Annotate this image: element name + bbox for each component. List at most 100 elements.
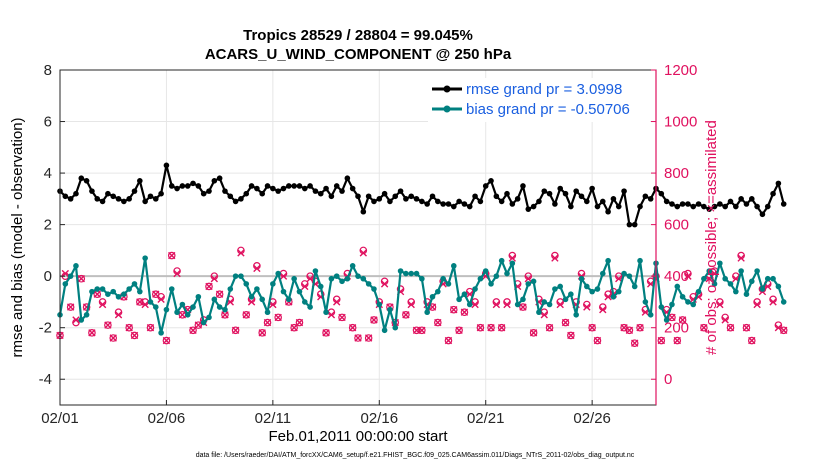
bias-point bbox=[349, 263, 356, 269]
obs-assimilated-marker bbox=[162, 336, 171, 345]
obs-assimilated-marker bbox=[471, 300, 479, 309]
bias-point bbox=[259, 296, 266, 303]
y-left-tick-label: 4 bbox=[44, 165, 52, 182]
rmse-point bbox=[450, 203, 457, 210]
bias-point bbox=[520, 296, 526, 303]
obs-assimilated-marker bbox=[333, 298, 341, 306]
bias-point bbox=[312, 268, 319, 274]
rmse-point bbox=[520, 183, 526, 189]
rmse-point bbox=[435, 198, 441, 205]
rmse-point bbox=[307, 183, 313, 189]
y-left-tick-label: -2 bbox=[39, 320, 52, 337]
bias-point bbox=[711, 281, 718, 287]
rmse-point bbox=[349, 185, 356, 192]
rmse-point bbox=[243, 190, 250, 197]
bias-point bbox=[429, 293, 436, 300]
obs-possible-marker bbox=[529, 329, 538, 337]
obs-possible-marker bbox=[630, 339, 639, 347]
obs-assimilated-marker bbox=[338, 313, 346, 322]
rmse-point bbox=[466, 203, 473, 210]
rmse-point bbox=[397, 188, 404, 194]
rmse-point bbox=[456, 198, 462, 205]
obs-assimilated-marker bbox=[104, 321, 112, 329]
bias-point bbox=[594, 286, 601, 292]
rmse-point bbox=[195, 183, 202, 189]
bias-point bbox=[216, 304, 223, 310]
obs-assimilated-marker bbox=[327, 311, 336, 319]
obs-assimilated-marker bbox=[769, 298, 777, 306]
rmse-point bbox=[536, 198, 542, 205]
rmse-point bbox=[94, 196, 101, 202]
obs-possible-marker bbox=[125, 323, 133, 332]
rmse-point bbox=[174, 185, 180, 192]
bias-point bbox=[206, 314, 212, 321]
obs-possible-marker bbox=[519, 303, 527, 311]
bias-point bbox=[126, 286, 132, 292]
obs-assimilated-marker bbox=[641, 308, 650, 316]
bias-point bbox=[419, 275, 425, 282]
obs-assimilated-marker bbox=[364, 334, 373, 342]
obs-assimilated-marker bbox=[98, 300, 107, 309]
rmse-point bbox=[594, 203, 601, 210]
rmse-point bbox=[355, 193, 361, 200]
obs-assimilated-marker bbox=[279, 272, 288, 280]
bias-point bbox=[270, 281, 276, 287]
bias-point bbox=[424, 309, 430, 316]
bias-point bbox=[669, 301, 675, 308]
rmse-point bbox=[754, 203, 760, 210]
rmse-point bbox=[780, 201, 787, 207]
obs-possible-marker bbox=[189, 326, 197, 335]
rmse-point bbox=[270, 185, 276, 192]
rmse-point bbox=[264, 183, 271, 189]
obs-possible-marker bbox=[295, 318, 304, 327]
bias-point bbox=[663, 317, 670, 323]
bias-point bbox=[717, 260, 723, 267]
bias-point bbox=[541, 299, 548, 305]
y-left-tick-label: -4 bbox=[39, 371, 52, 388]
rmse-point bbox=[163, 162, 170, 169]
rmse-point bbox=[541, 188, 548, 194]
data-file-footer: data file: /Users/raeder/DAI/ATM_forcXX/… bbox=[195, 452, 635, 459]
obs-possible-marker bbox=[290, 323, 298, 332]
rmse-point bbox=[254, 185, 260, 192]
bias-point bbox=[413, 270, 420, 277]
rmse-point bbox=[631, 221, 638, 228]
bias-point bbox=[222, 306, 228, 313]
rmse-point bbox=[280, 185, 287, 192]
rmse-point bbox=[323, 185, 329, 192]
rmse-point bbox=[669, 201, 675, 207]
chart-title-line-2: ACARS_U_WIND_COMPONENT @ 250 hPa bbox=[204, 46, 512, 63]
rmse-point bbox=[238, 196, 244, 202]
rmse-point bbox=[344, 175, 351, 182]
obs-assimilated-marker bbox=[231, 326, 240, 334]
bias-point bbox=[461, 291, 468, 297]
obs-assimilated-marker bbox=[503, 300, 511, 309]
rmse-point bbox=[546, 190, 553, 197]
x-axis-label: Feb.01,2011 00:00:00 start bbox=[268, 428, 448, 445]
bias-point bbox=[339, 278, 345, 285]
bias-point bbox=[493, 273, 500, 279]
bias-point bbox=[509, 260, 516, 267]
legend: rmse grand pr = 3.0998 bias grand pr = -… bbox=[428, 78, 650, 122]
rmse-point bbox=[674, 203, 681, 210]
bias-point bbox=[466, 301, 473, 308]
bias-point bbox=[701, 275, 707, 282]
rmse-point bbox=[615, 203, 622, 210]
obs-assimilated-marker bbox=[194, 321, 203, 329]
obs-possible-marker bbox=[348, 323, 357, 332]
bias-point bbox=[317, 283, 324, 290]
obs-possible-marker bbox=[354, 334, 362, 342]
obs-possible-marker bbox=[215, 290, 224, 298]
rmse-point bbox=[493, 193, 500, 200]
rmse-point bbox=[429, 193, 436, 200]
obs-assimilated-marker bbox=[748, 336, 756, 345]
obs-assimilated-marker bbox=[130, 331, 139, 340]
rmse-point bbox=[727, 198, 734, 205]
obs-assimilated-marker bbox=[66, 303, 75, 311]
rmse-point bbox=[557, 185, 564, 192]
y-right-tick-label: 1000 bbox=[664, 114, 697, 131]
obs-possible-marker bbox=[109, 334, 118, 342]
bias-point bbox=[307, 304, 313, 310]
obs-assimilated-marker bbox=[157, 295, 165, 304]
rmse-point bbox=[584, 198, 590, 205]
